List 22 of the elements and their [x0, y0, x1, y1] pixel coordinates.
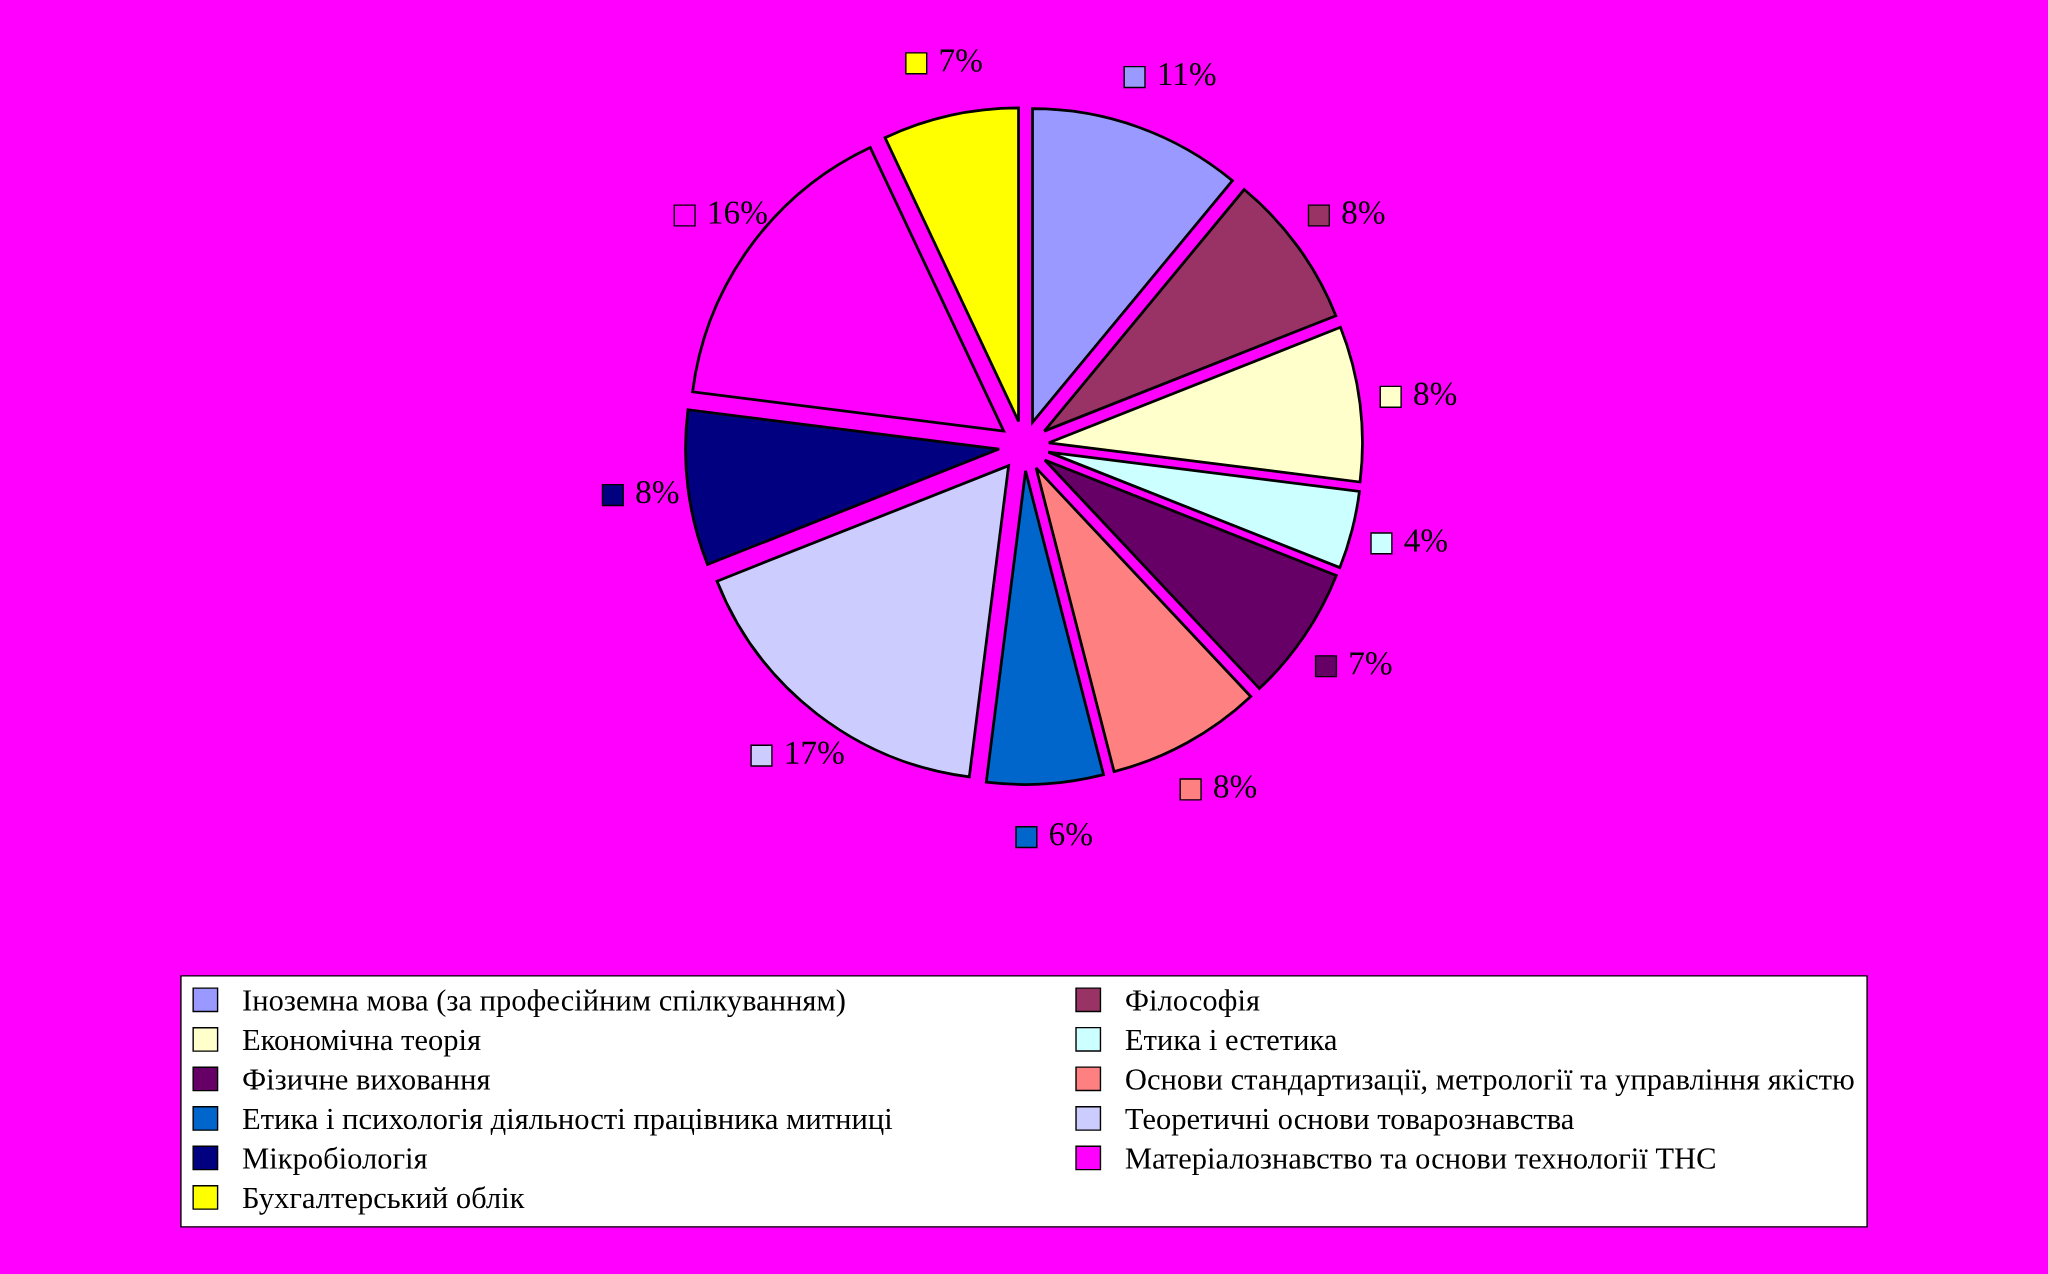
- legend-label: Етика і психологія діяльності працівника митниці: [242, 1108, 893, 1136]
- legend-label: Фізичне виховання: [243, 1069, 490, 1090]
- data-label: 16%: [709, 201, 767, 224]
- legend-label: Іноземна мова (за професійним спілкуванням): [243, 989, 845, 1018]
- data-label: 7%: [1350, 652, 1392, 675]
- legend-label: Етика і естетика: [1125, 1029, 1338, 1051]
- legend-label: Бухгалтерський облік: [242, 1186, 525, 1215]
- legend-label: Матеріалознавство та основи технології ТНС: [1125, 1148, 1715, 1176]
- legend-label: Основи стандартизації, метрології та управління якістю: [1126, 1069, 1854, 1097]
- data-label: 8%: [1214, 775, 1257, 798]
- legend-label: Теоретичні основи товарознавства: [1125, 1108, 1574, 1136]
- data-label: 8%: [1342, 201, 1385, 224]
- data-label: 8%: [1414, 382, 1457, 406]
- data-label: 8%: [636, 480, 679, 504]
- legend-label: Філософія: [1126, 989, 1260, 1017]
- data-label: 17%: [786, 741, 844, 765]
- data-label: 11%: [1159, 62, 1216, 86]
- data-label: 4%: [1404, 529, 1447, 552]
- data-label: 7%: [940, 49, 982, 72]
- data-label: 6%: [1050, 822, 1092, 846]
- legend-label: Економічна теорія: [242, 1029, 481, 1057]
- legend-label: Мікробіологія: [242, 1146, 428, 1176]
